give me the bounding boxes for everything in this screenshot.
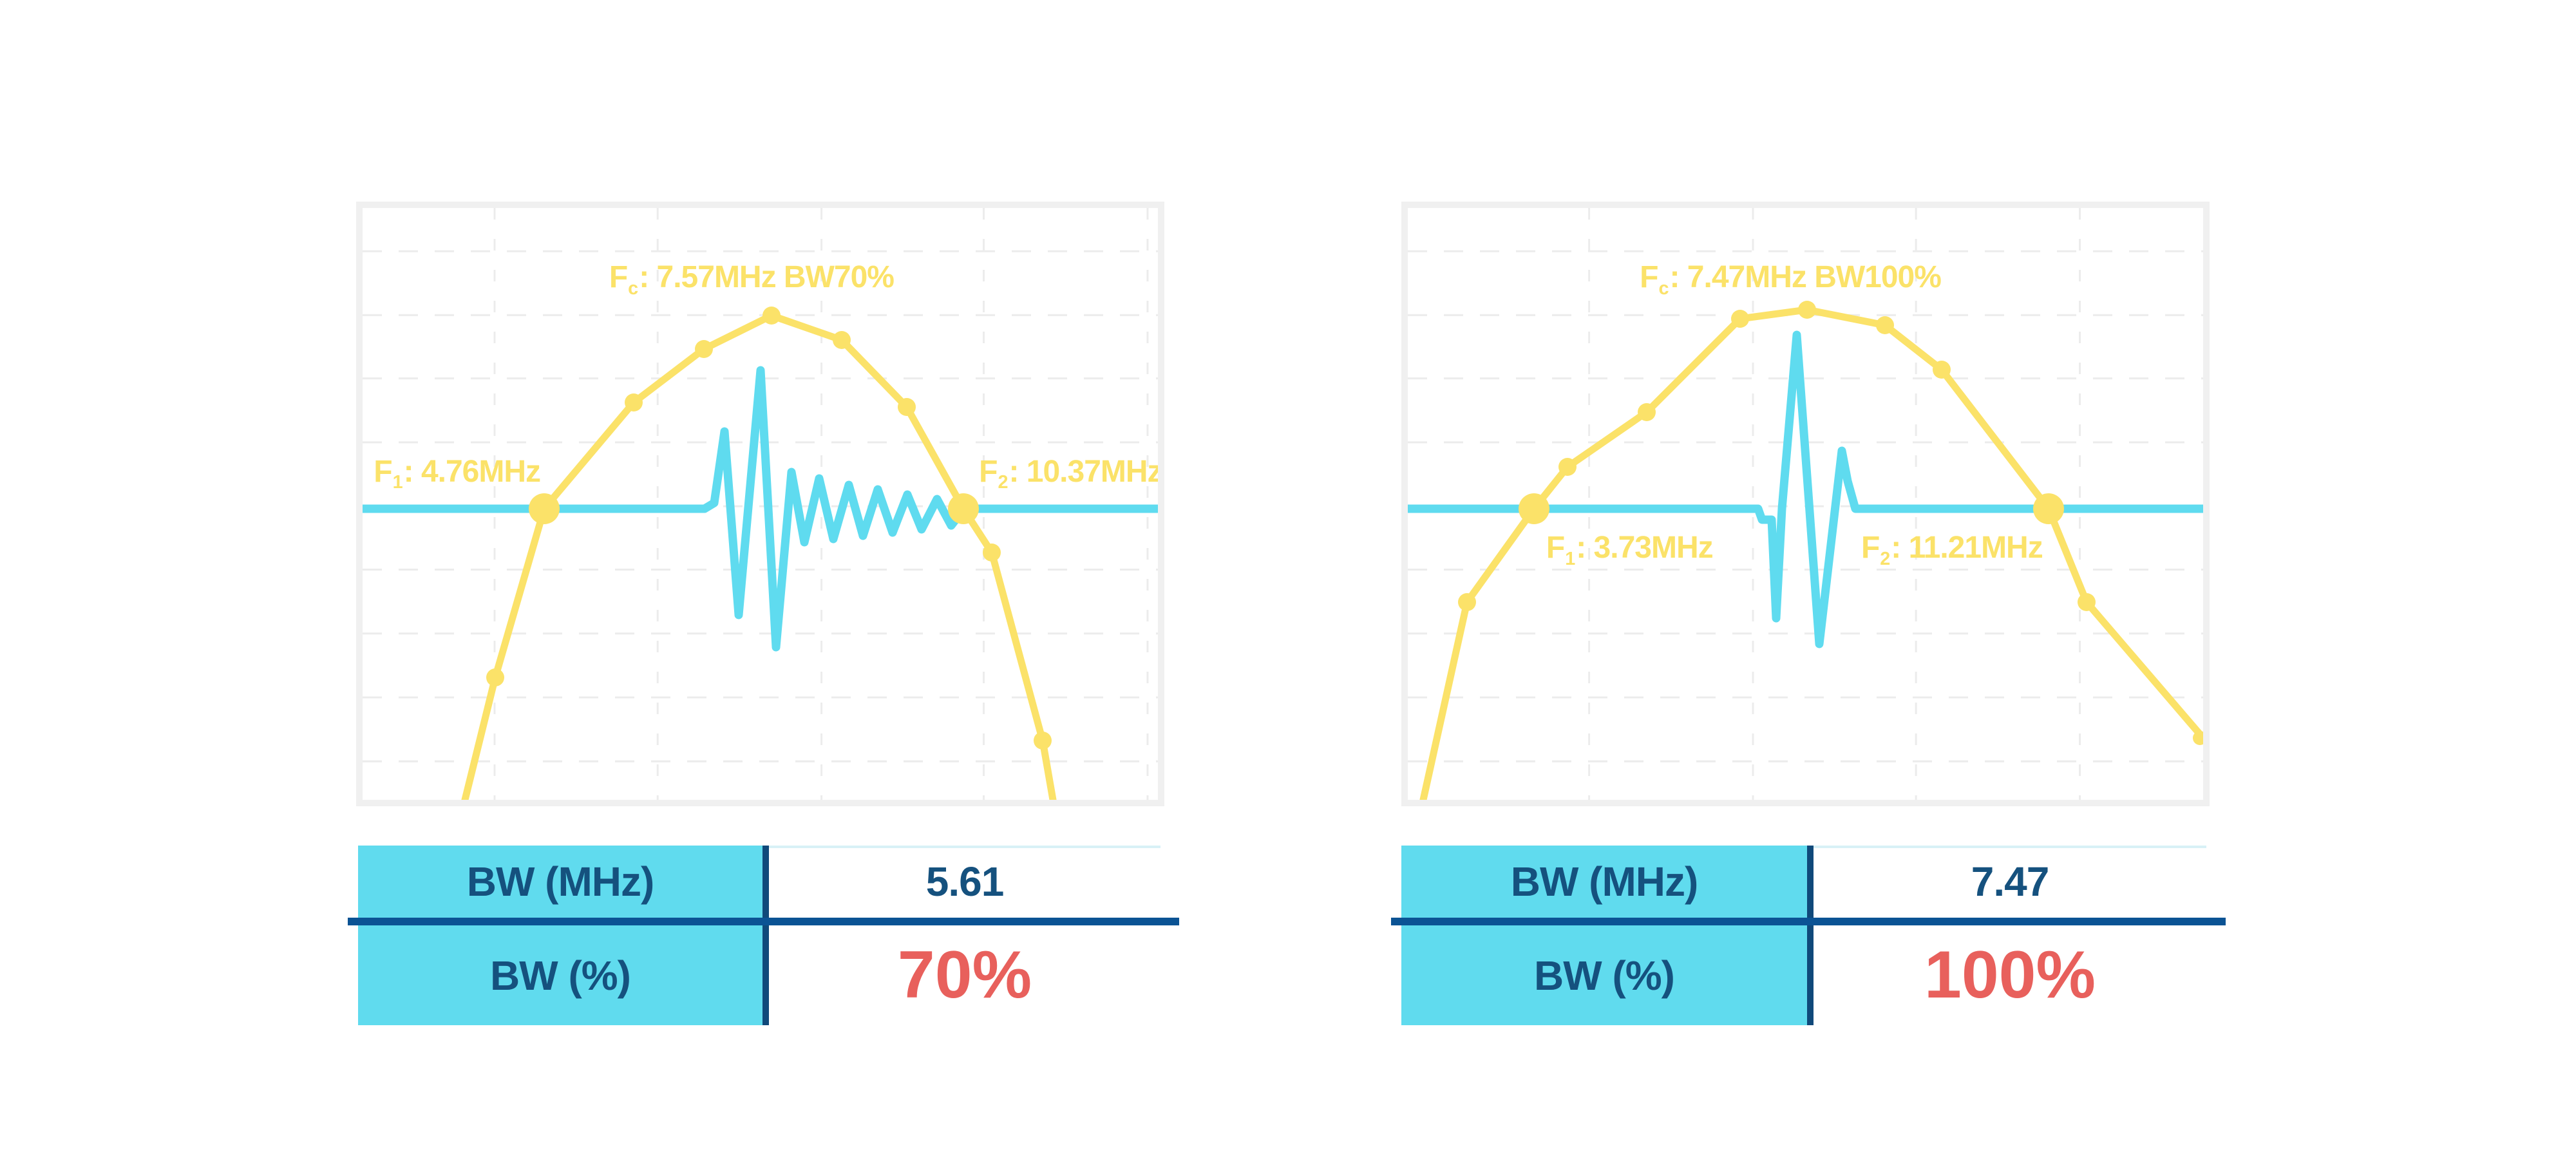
table-row-divider: [1391, 918, 2226, 925]
f2-annotation: F2: 10.37MHz: [979, 454, 1158, 493]
f2-subscript: 2: [1880, 549, 1890, 570]
bw-percent-label: BW (%): [1534, 952, 1675, 999]
f1-annotation: F1: 3.73MHz: [1546, 531, 1714, 570]
fc-annotation: Fc: 7.57MHz BW70%: [609, 260, 895, 299]
fc-subscript: c: [1658, 278, 1669, 299]
f1-label: F: [374, 454, 392, 489]
f2-label: F: [1861, 531, 1880, 565]
f1-value: : 4.76MHz: [403, 454, 541, 489]
table-row-divider: [348, 918, 1179, 925]
plot-area-narrowband: Fc: 7.57MHz BW70% F1: 4.76MHz F2: 10.37M…: [363, 208, 1158, 800]
table-top-rule: [769, 846, 1160, 848]
bw-table-header-column: [1401, 846, 1807, 1025]
bw-percent-label: BW (%): [490, 952, 631, 999]
fc-value: : 7.47MHz BW100%: [1669, 260, 1941, 295]
f1-annotation: F1: 4.76MHz: [374, 454, 541, 493]
chart-panel-broadband: Fc: 7.47MHz BW100% F1: 3.73MHz F2: 11.21…: [1401, 202, 2210, 806]
f1-subscript: 1: [1565, 549, 1575, 570]
fc-label: F: [1640, 260, 1658, 295]
f2-value: : 10.37MHz: [1009, 454, 1158, 489]
chart-panel-narrowband: Fc: 7.57MHz BW70% F1: 4.76MHz F2: 10.37M…: [356, 202, 1164, 806]
f2-subscript: 2: [998, 472, 1008, 493]
f1-value: : 3.73MHz: [1576, 531, 1713, 565]
bw-mhz-label: BW (MHz): [1510, 858, 1699, 905]
plot-area-broadband: Fc: 7.47MHz BW100% F1: 3.73MHz F2: 11.21…: [1408, 208, 2203, 800]
f2-label: F: [979, 454, 998, 489]
fc-label: F: [609, 260, 628, 295]
bw-mhz-value: 5.61: [925, 858, 1005, 905]
fc-value: : 7.57MHz BW70%: [639, 260, 895, 295]
spectrum-and-pulse-chart: [363, 208, 1158, 800]
f2-annotation: F2: 11.21MHz: [1861, 533, 2043, 569]
table-top-rule: [1814, 846, 2206, 848]
bw-percent-value: 70%: [897, 938, 1032, 1012]
bw-table-header-column: [358, 846, 762, 1025]
spectrum-and-pulse-chart: [1408, 208, 2203, 800]
fc-subscript: c: [628, 278, 638, 299]
bw-percent-value: 100%: [1924, 938, 2096, 1012]
f1-subscript: 1: [392, 472, 403, 493]
f1-label: F: [1546, 531, 1565, 565]
bw-mhz-value: 7.47: [1971, 858, 2050, 905]
bw-mhz-label: BW (MHz): [466, 858, 655, 905]
f2-value: : 11.21MHz: [1891, 531, 2043, 565]
fc-annotation: Fc: 7.47MHz BW100%: [1640, 260, 1942, 299]
table-vertical-divider: [1807, 846, 1814, 1025]
table-vertical-divider: [762, 846, 769, 1025]
